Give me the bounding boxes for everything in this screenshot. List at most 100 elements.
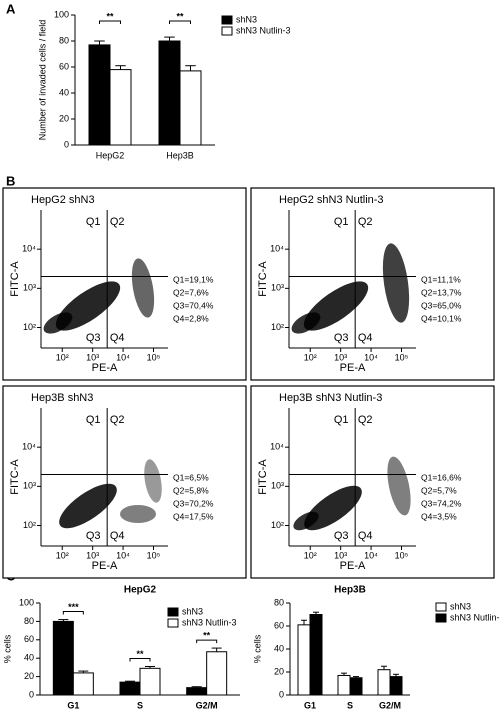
- significance-bracket: [129, 657, 151, 662]
- y-tick-label: 10⁴: [22, 244, 36, 254]
- chart-title: Hep3B: [334, 585, 366, 596]
- quadrant-stat: Q3=74,2%: [421, 498, 462, 508]
- x-tick-label: 10²: [56, 550, 69, 560]
- x-tick-label: S: [347, 700, 353, 710]
- legend-swatch: [167, 618, 179, 628]
- legend-label: shN3 Nutlin-3: [236, 25, 291, 35]
- legend-label: shN3: [182, 606, 203, 616]
- x-tick-label: 10⁴: [364, 352, 378, 362]
- x-axis-label: PE-A: [92, 560, 118, 572]
- bar: [158, 40, 181, 146]
- quadrant-label: Q3: [334, 530, 349, 542]
- quadrant-stat: Q1=11,1%: [421, 274, 461, 284]
- y-axis-label: % cells: [2, 634, 12, 663]
- chart-title: HepG2: [124, 585, 157, 596]
- legend-label: shN3: [450, 601, 471, 611]
- bar: [349, 677, 363, 696]
- quadrant-stat: Q1=19,1%: [173, 274, 214, 284]
- y-tick-label: 20: [59, 113, 69, 123]
- quadrant-label: Q3: [86, 530, 101, 542]
- x-tick-label: G2/M: [196, 700, 218, 710]
- y-tick-label: 80: [59, 35, 69, 45]
- significance-label: ***: [68, 602, 79, 612]
- x-tick-label: 10²: [56, 352, 69, 362]
- quadrant-label: Q2: [110, 414, 125, 426]
- event-cloud: [43, 312, 73, 334]
- quadrant-label: Q2: [110, 216, 125, 228]
- quadrant-stat: Q2=7,6%: [173, 287, 209, 297]
- y-tick-label: 40: [59, 87, 69, 97]
- x-tick-label: Hep3B: [166, 150, 194, 160]
- event-cloud: [131, 258, 155, 318]
- quadrant-label: Q2: [358, 216, 373, 228]
- y-axis-label: Number of invaded cells / field: [37, 20, 47, 141]
- bar: [52, 620, 74, 696]
- plot-title: Hep3B shN3: [31, 392, 93, 404]
- x-tick-label: 10⁴: [364, 550, 378, 560]
- x-tick-label: G1: [304, 700, 316, 710]
- bar: [309, 614, 323, 696]
- quadrant-label: Q4: [358, 332, 373, 344]
- quadrant-label: Q1: [334, 216, 349, 228]
- legend-label: shN3 Nutlin-3: [182, 617, 237, 627]
- y-tick-label: 40: [274, 643, 284, 653]
- y-tick-label: 10³: [271, 481, 284, 491]
- bar: [377, 669, 391, 696]
- event-cloud: [304, 485, 362, 531]
- x-tick-label: 10⁵: [147, 352, 161, 362]
- event-cloud: [387, 456, 411, 516]
- y-tick-label: 100: [19, 597, 34, 607]
- y-tick-label: 0: [64, 139, 69, 149]
- y-tick-label: 0: [279, 689, 284, 699]
- x-tick-label: 10³: [86, 352, 99, 362]
- y-tick-label: 60: [24, 634, 34, 644]
- significance-bracket: [62, 611, 84, 615]
- y-tick-label: 80: [274, 597, 284, 607]
- x-tick-label: HepG2: [96, 150, 125, 160]
- significance-label: **: [176, 11, 184, 21]
- quadrant-stat: Q1=16,6%: [421, 472, 462, 482]
- quadrant-stat: Q2=13,7%: [421, 287, 462, 297]
- x-tick-label: 10⁵: [395, 352, 409, 362]
- legend-swatch: [221, 26, 233, 36]
- quadrant-stat: Q3=70,4%: [173, 300, 214, 310]
- y-tick-label: 60: [59, 61, 69, 71]
- legend-swatch: [435, 602, 447, 612]
- bar: [389, 676, 403, 696]
- x-tick-label: 10²: [304, 550, 317, 560]
- quadrant-stat: Q3=65,0%: [421, 300, 462, 310]
- y-tick-label: 10³: [23, 481, 36, 491]
- quadrant-label: Q3: [334, 332, 349, 344]
- significance-label: **: [203, 630, 211, 640]
- significance-label: **: [136, 649, 144, 659]
- x-tick-label: 10⁵: [395, 550, 409, 560]
- quadrant-label: Q4: [110, 332, 125, 344]
- bar: [186, 687, 208, 696]
- bar: [72, 672, 94, 696]
- event-cloud: [382, 243, 410, 323]
- x-tick-label: 10⁴: [116, 352, 130, 362]
- x-tick-label: G1: [67, 700, 79, 710]
- quadrant-stat: Q2=5,8%: [173, 485, 209, 495]
- x-axis-label: PE-A: [340, 560, 366, 572]
- y-axis-label: FITC-A: [9, 261, 21, 297]
- x-tick-label: 10³: [334, 352, 347, 362]
- bar: [206, 651, 228, 696]
- bar: [337, 674, 351, 696]
- y-tick-label: 10²: [23, 520, 36, 530]
- y-axis-label: FITC-A: [257, 261, 269, 297]
- significance-bracket: [99, 20, 121, 24]
- plot-title: HepG2 shN3: [31, 194, 95, 206]
- x-tick-label: 10²: [304, 352, 317, 362]
- quadrant-label: Q1: [86, 216, 101, 228]
- plot-title: HepG2 shN3 Nutlin-3: [279, 194, 384, 206]
- bar: [88, 44, 111, 146]
- bar: [297, 624, 311, 696]
- y-tick-label: 60: [274, 620, 284, 630]
- x-tick-label: 10⁴: [116, 550, 130, 560]
- quadrant-label: Q3: [86, 332, 101, 344]
- x-tick-label: 10⁵: [147, 550, 161, 560]
- y-tick-label: 0: [29, 689, 34, 699]
- y-axis-label: FITC-A: [257, 459, 269, 495]
